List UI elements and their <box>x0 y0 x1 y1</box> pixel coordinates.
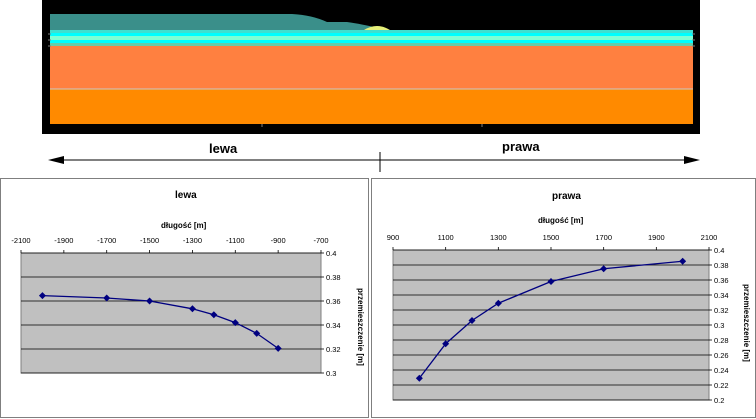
y-tick-label: 0.28 <box>714 336 729 345</box>
chart-left-svg: 0.4 0.38 0.36 0.34 0.32 0.3 -2100 -1900 -1700 -15… <box>11 236 341 378</box>
x-tick-label: -2100 <box>11 236 30 245</box>
x-tick-label: -1700 <box>97 236 116 245</box>
chart-left-xlabel: długość [m] <box>161 221 207 230</box>
label-right: prawa <box>502 139 540 154</box>
x-tick-label: 900 <box>387 233 400 242</box>
y-tick-label: 0.36 <box>326 297 341 306</box>
chart-right-xlabel: długość [m] <box>538 216 584 225</box>
x-tick-label: -900 <box>271 236 286 245</box>
x-tick-label: -1900 <box>54 236 73 245</box>
y-tick-label: 0.4 <box>326 249 336 258</box>
data-point <box>494 299 502 307</box>
data-point <box>188 305 196 313</box>
data-point <box>103 294 111 302</box>
y-tick-label: 0.22 <box>714 381 729 390</box>
y-tick-label: 0.38 <box>714 261 729 270</box>
chart-left-title: lewa <box>175 190 197 201</box>
label-left: lewa <box>209 141 238 156</box>
y-tick-label: 0.38 <box>326 273 341 282</box>
x-tick-label: 1100 <box>438 233 454 242</box>
data-point <box>600 265 608 273</box>
x-tick-label: 2100 <box>701 233 718 242</box>
data-point <box>274 344 282 352</box>
data-point <box>146 297 154 305</box>
series-line <box>42 294 279 349</box>
chart-left-panel: lewa długość [m] przemieszczenie [m] 0.4… <box>0 178 369 418</box>
data-point <box>38 292 46 300</box>
data-point <box>210 311 218 319</box>
x-tick-label: 1900 <box>648 233 665 242</box>
data-point <box>468 317 476 324</box>
x-tick-label: 1300 <box>490 233 507 242</box>
y-tick-label: 0.34 <box>326 321 341 330</box>
data-point <box>231 319 239 327</box>
x-tick-label: -1300 <box>183 236 202 245</box>
x-tick-label: -700 <box>313 236 328 245</box>
y-tick-label: 0.3 <box>714 321 724 330</box>
chart-right-panel: prawa długość [m] przemieszczenie [m] 0.… <box>371 178 756 418</box>
y-tick-label: 0.32 <box>326 345 341 354</box>
y-tick-label: 0.36 <box>714 276 729 285</box>
x-tick-label: 1700 <box>595 233 612 242</box>
cross-section-model <box>42 0 700 134</box>
y-tick-label: 0.3 <box>326 369 336 378</box>
data-point <box>547 278 555 285</box>
data-point <box>679 257 687 265</box>
data-point <box>253 329 261 337</box>
data-point <box>442 340 450 348</box>
direction-arrow <box>48 152 700 172</box>
y-tick-label: 0.4 <box>714 246 724 255</box>
y-tick-label: 0.2 <box>714 396 724 405</box>
y-tick-label: 0.34 <box>714 291 729 300</box>
chart-right-title: prawa <box>552 191 581 202</box>
y-tick-label: 0.32 <box>714 306 729 315</box>
x-tick-label: 1500 <box>543 233 560 242</box>
chart-right-svg: 0.4 0.38 0.36 0.34 0.32 0.3 0.28 0.26 0.24 0.22 0.… <box>387 233 729 405</box>
x-tick-label: -1100 <box>226 236 245 245</box>
y-tick-label: 0.26 <box>714 351 729 360</box>
data-point <box>415 374 423 382</box>
x-tick-label: -1500 <box>140 236 159 245</box>
plot-area <box>20 252 322 374</box>
y-tick-label: 0.24 <box>714 366 729 375</box>
